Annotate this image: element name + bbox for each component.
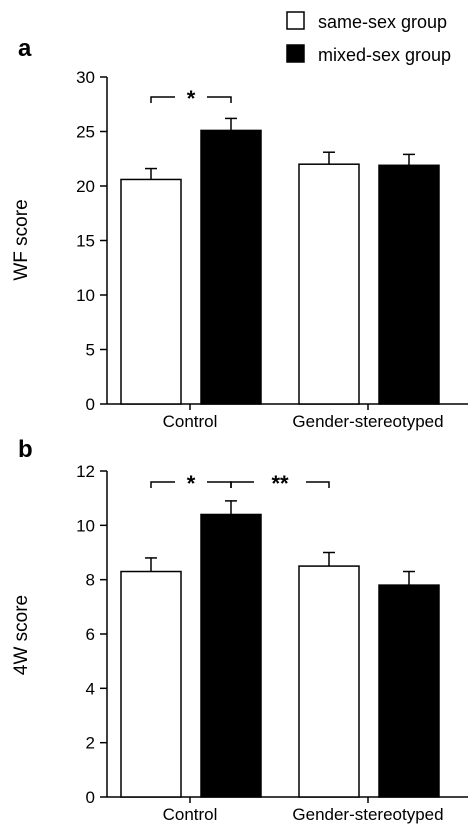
legend-swatch-same-sex: [286, 11, 305, 30]
y-tick-label: 0: [86, 395, 95, 414]
chart-panel-b: b 4W score 0 2 4 6 8 10 12 Control Gender-stereo…: [11, 436, 468, 824]
y-tick-label: 30: [76, 68, 95, 87]
y-tick-label: 8: [86, 571, 95, 590]
chart-panel-a: a WF score 0 5 10 15 20 25 30 Control Gender-ste…: [11, 35, 468, 431]
bar: [200, 513, 262, 798]
significance-bracket: [207, 481, 232, 488]
x-tick-label: Control: [163, 805, 218, 824]
y-tick-label: 5: [86, 341, 95, 360]
significance-bracket: [150, 96, 175, 103]
significance-label: *: [187, 471, 196, 496]
legend-swatch-mixed-sex: [286, 44, 305, 63]
significance-bracket: [230, 481, 254, 488]
significance-bracket: [150, 481, 175, 488]
bar: [378, 584, 440, 798]
bar: [298, 565, 360, 798]
legend-label-mixed-sex: mixed-sex group: [318, 45, 451, 65]
x-tick-label: Gender-stereotyped: [292, 805, 443, 824]
y-tick-label: 12: [76, 462, 95, 481]
panel-label: b: [18, 436, 33, 463]
x-tick-label: Gender-stereotyped: [292, 412, 443, 431]
legend-label-same-sex: same-sex group: [318, 12, 447, 32]
y-tick-label: 2: [86, 734, 95, 753]
significance-bracket: [306, 481, 330, 488]
y-tick-label: 4: [86, 679, 95, 698]
significance-bracket: [207, 96, 232, 103]
y-tick-label: 6: [86, 625, 95, 644]
y-tick-label: 10: [76, 516, 95, 535]
bar: [378, 164, 440, 405]
bar: [298, 163, 360, 405]
y-axis-label: 4W score: [11, 595, 32, 675]
bar: [120, 178, 182, 405]
x-tick-label: Control: [163, 412, 218, 431]
significance-label: **: [271, 471, 289, 496]
legend: same-sex group mixed-sex group: [286, 11, 451, 65]
y-tick-label: 20: [76, 177, 95, 196]
y-axis-label: WF score: [11, 199, 32, 280]
panel-label: a: [18, 35, 32, 62]
y-tick-label: 0: [86, 788, 95, 807]
y-tick-label: 25: [76, 123, 95, 142]
bar: [200, 129, 262, 405]
y-tick-label: 10: [76, 286, 95, 305]
significance-label: *: [187, 86, 196, 111]
bar: [120, 570, 182, 798]
y-tick-label: 15: [76, 232, 95, 251]
